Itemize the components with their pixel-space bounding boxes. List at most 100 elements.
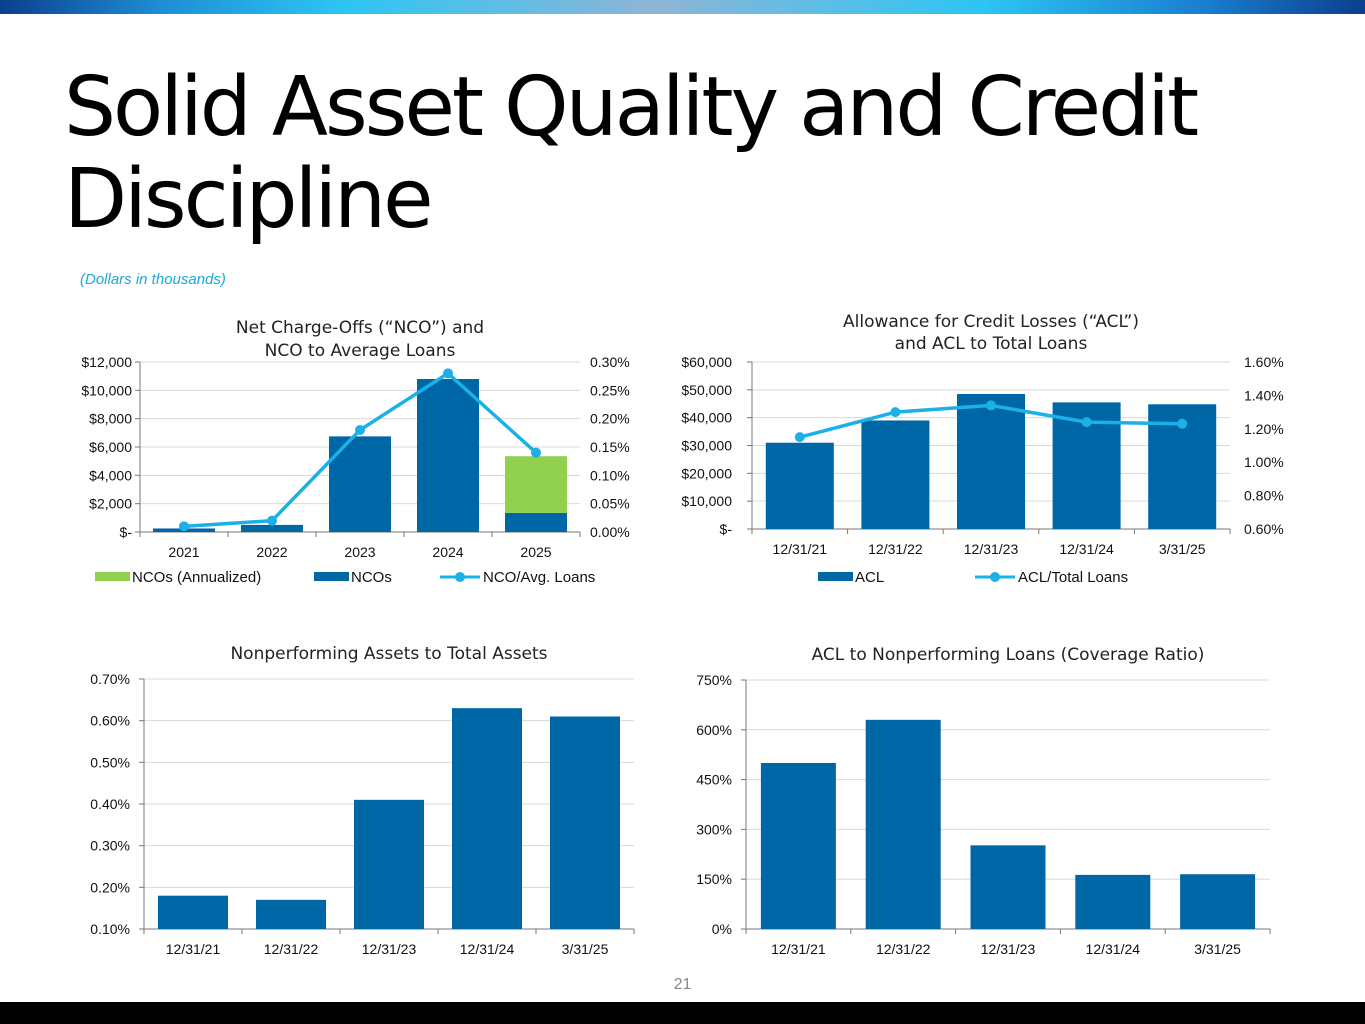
- x-tick-label: 12/31/21: [773, 541, 828, 557]
- chart-title: and ACL to Total Loans: [895, 334, 1088, 354]
- y-tick-label: $2,000: [89, 496, 132, 512]
- y-tick-label: $8,000: [89, 411, 132, 427]
- bar-12/31/24: [1075, 874, 1151, 929]
- y-tick-label: 750%: [696, 672, 732, 688]
- bar-12/31/23: [970, 845, 1046, 929]
- bar-3/31/25: [550, 716, 620, 929]
- bar-12/31/21: [158, 895, 228, 929]
- y-tick-label: 300%: [696, 821, 732, 837]
- legend-bar-swatch: [95, 572, 130, 581]
- bar-12/31/21: [765, 442, 834, 529]
- top-accent-bar: [0, 0, 1365, 14]
- chart-title: NCO to Average Loans: [265, 341, 456, 361]
- y-tick-label: $-: [720, 521, 733, 537]
- page-number: 21: [673, 976, 692, 993]
- y-tick-label: 150%: [696, 871, 732, 887]
- slide-subtitle: (Dollars in thousands): [80, 271, 226, 288]
- y-tick-label: 450%: [696, 772, 732, 788]
- coverage-chart: ACL to Nonperforming Loans (Coverage Rat…: [660, 635, 1290, 970]
- ratio-point-2023: [355, 425, 365, 435]
- chart-title: Allowance for Credit Losses (“ACL”): [843, 312, 1139, 332]
- x-tick-label: 12/31/24: [460, 941, 515, 957]
- y2-tick-label: 0.05%: [590, 496, 630, 512]
- x-tick-label: 12/31/22: [868, 541, 923, 557]
- npa-chart: Nonperforming Assets to Total Assets 0.70…: [50, 635, 660, 970]
- y2-tick-label: 0.10%: [590, 467, 630, 483]
- coverage-chart-svg: ACL to Nonperforming Loans (Coverage Rat…: [696, 645, 1271, 957]
- annualized-bar-2025: [505, 456, 567, 513]
- x-tick-label: 3/31/25: [562, 941, 609, 957]
- ratio-point-2024: [443, 368, 453, 379]
- legend-point-swatch: [990, 572, 1000, 582]
- bar-12/31/22: [256, 899, 326, 929]
- acl-chart: Allowance for Credit Losses (“ACL”) and A…: [660, 305, 1320, 605]
- y-tick-label: 0.30%: [90, 838, 130, 854]
- y2-tick-label: 0.60%: [1244, 521, 1284, 537]
- y-tick-label: $12,000: [81, 354, 132, 370]
- ratio-point-2022: [267, 515, 277, 526]
- x-tick-label: 2022: [256, 544, 287, 560]
- x-tick-label: 12/31/22: [876, 941, 931, 957]
- legend-label: ACL: [855, 569, 884, 586]
- y2-tick-label: 0.15%: [590, 439, 630, 455]
- acl-chart-svg: Allowance for Credit Losses (“ACL”)and A…: [681, 312, 1284, 586]
- legend-label: NCOs: [351, 569, 392, 586]
- ratio-point-12/31/24: [1081, 417, 1092, 428]
- y-tick-label: $4,000: [89, 467, 132, 483]
- npa-chart-svg: Nonperforming Assets to Total Assets 0.70…: [90, 644, 635, 957]
- nco-chart: Net Charge-Offs (“NCO”) and NCO to Averag…: [50, 310, 650, 605]
- y-tick-label: 0.20%: [90, 879, 130, 895]
- bar-12/31/23: [354, 799, 424, 929]
- y2-tick-label: 1.20%: [1244, 421, 1284, 437]
- y2-tick-label: 0.25%: [590, 382, 630, 398]
- chart-title: Nonperforming Assets to Total Assets: [230, 644, 547, 664]
- y2-tick-label: 0.00%: [590, 524, 630, 540]
- bar-2025: [505, 512, 567, 532]
- x-tick-label: 2024: [432, 544, 463, 560]
- bar-12/31/22: [865, 719, 941, 929]
- x-tick-label: 12/31/24: [1059, 541, 1114, 557]
- y-tick-label: 0.70%: [90, 671, 130, 687]
- nco-chart-svg: Net Charge-Offs (“NCO”) and NCO to Averag…: [81, 318, 630, 586]
- bar-12/31/21: [760, 763, 836, 929]
- y2-tick-label: 0.20%: [590, 411, 630, 427]
- x-tick-label: 12/31/23: [981, 941, 1036, 957]
- ratio-point-12/31/23: [986, 400, 996, 411]
- x-tick-label: 2025: [520, 544, 551, 560]
- bar-3/31/25: [1180, 874, 1256, 929]
- x-tick-label: 3/31/25: [1194, 941, 1241, 957]
- y-tick-label: $-: [120, 524, 133, 540]
- chart-title: Net Charge-Offs (“NCO”) and: [236, 318, 484, 338]
- legend-label: NCO/Avg. Loans: [483, 569, 595, 586]
- ratio-point-12/31/22: [890, 407, 901, 418]
- y-tick-label: $60,000: [681, 354, 732, 370]
- y2-tick-label: 0.80%: [1244, 488, 1284, 504]
- y-tick-label: $30,000: [681, 438, 732, 454]
- y-tick-label: $10,000: [81, 382, 132, 398]
- y-tick-label: 0.60%: [90, 713, 130, 729]
- x-tick-label: 12/31/22: [264, 941, 319, 957]
- bar-12/31/22: [861, 420, 930, 529]
- y2-tick-label: 0.30%: [590, 354, 630, 370]
- x-tick-label: 12/31/23: [362, 941, 417, 957]
- legend-bar-swatch: [818, 572, 853, 581]
- legend-label: NCOs (Annualized): [132, 569, 261, 586]
- legend-label: ACL/Total Loans: [1018, 569, 1128, 586]
- legend-bar-swatch: [314, 572, 349, 581]
- y-tick-label: 0.10%: [90, 921, 130, 937]
- bar-2024: [417, 379, 479, 532]
- x-tick-label: 12/31/21: [771, 941, 826, 957]
- x-tick-label: 2023: [344, 544, 375, 560]
- ratio-point-2025: [531, 447, 541, 458]
- y-tick-label: $6,000: [89, 439, 132, 455]
- y-tick-label: 0.50%: [90, 754, 130, 770]
- x-tick-label: 12/31/24: [1086, 941, 1141, 957]
- legend-point-swatch: [455, 572, 465, 582]
- bottom-bar: [0, 1002, 1365, 1024]
- ratio-point-2021: [179, 521, 189, 532]
- y-tick-label: $20,000: [681, 465, 732, 481]
- ratio-point-12/31/21: [794, 432, 805, 443]
- y2-tick-label: 1.60%: [1244, 354, 1284, 370]
- y2-tick-label: 1.00%: [1244, 454, 1284, 470]
- x-tick-label: 3/31/25: [1159, 541, 1206, 557]
